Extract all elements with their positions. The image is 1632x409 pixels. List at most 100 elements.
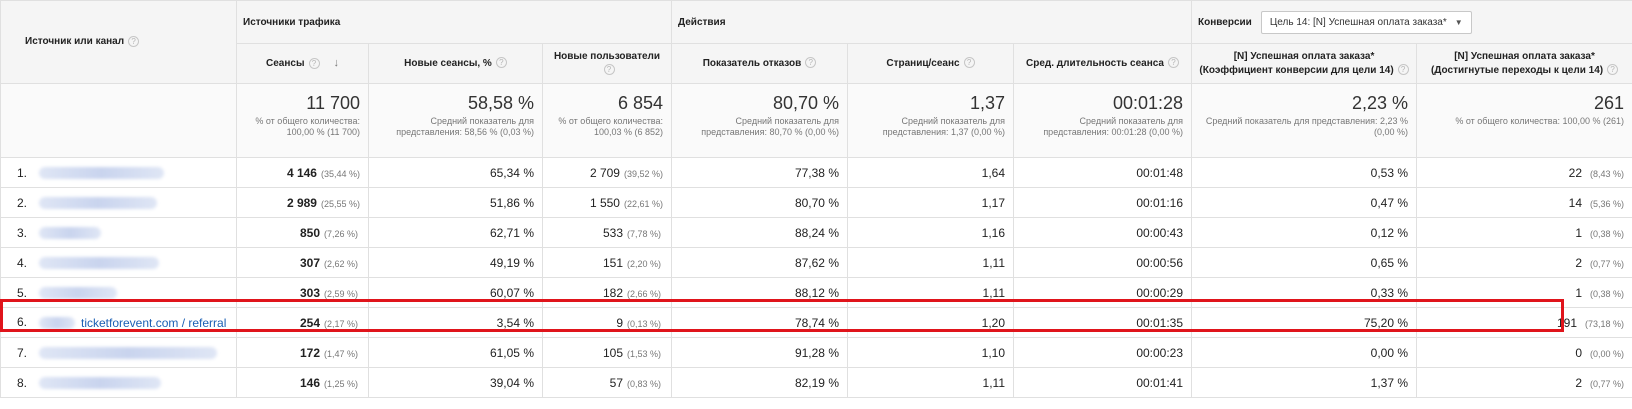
bounce-cell: 88,24 % [671, 217, 848, 248]
help-icon[interactable]: ? [963, 57, 975, 69]
duration-cell: 00:01:41 [1012, 367, 1193, 398]
sessions-cell: 303 (2,59 %) [236, 277, 369, 308]
column-header-avg-duration[interactable]: Сред. длительность сеанса? [1012, 43, 1193, 84]
table-row[interactable]: 5. 303 (2,59 %) 60,07 % 182 (2,66 %) 88,12 % 1,… [0, 277, 1632, 308]
redacted-source-link[interactable] [39, 227, 101, 240]
new-sessions-cell: 61,05 % [368, 337, 543, 368]
new-users-share: (0,83 %) [627, 378, 662, 389]
total-value: 1,37 [969, 93, 1005, 113]
goal-cell: 14 (5,36 %) [1416, 187, 1632, 218]
goal-select-dropdown[interactable]: Цель 14: [N] Успешная оплата заказа* ▼ [1260, 10, 1472, 34]
table-row[interactable]: 3. 850 (7,26 %) 62,71 % 533 (7,78 %) 88,24 % 1,… [0, 217, 1632, 248]
table-row[interactable]: 7. 172 (1,47 %) 61,05 % 105 (1,53 %) 91,28 % 1,… [0, 337, 1632, 368]
row-rank: 6. [17, 315, 28, 330]
new-users-share: (1,53 %) [627, 348, 662, 359]
help-icon[interactable]: ? [1607, 64, 1619, 76]
new-users-value: 105 [602, 345, 623, 360]
sessions-share: (2,62 %) [324, 258, 359, 269]
goal-value: 0 [1575, 345, 1583, 360]
duration-cell: 00:01:35 [1012, 307, 1193, 338]
total-sub: % от общего количества: 100,00 % (11 700… [255, 116, 360, 137]
pages-value: 1,16 [981, 225, 1005, 240]
source-cell: 6. ticketforevent.com / referral [0, 307, 237, 338]
pages-value: 1,11 [982, 255, 1005, 270]
column-header-new-users[interactable]: Новые пользователи? [542, 43, 672, 84]
new-sessions-cell: 60,07 % [368, 277, 543, 308]
duration-value: 00:00:56 [1136, 255, 1184, 270]
help-icon[interactable]: ? [603, 64, 615, 76]
sessions-cell: 254 (2,17 %) [236, 307, 369, 338]
conv-rate-value: 75,20 % [1363, 315, 1409, 330]
sessions-cell: 850 (7,26 %) [236, 217, 369, 248]
total-value: 261 [1593, 93, 1625, 113]
goal-value: 191 [1556, 315, 1577, 330]
redacted-source-link[interactable] [39, 167, 164, 180]
bounce-value: 87,62 % [794, 255, 839, 270]
duration-value: 00:00:29 [1136, 285, 1184, 300]
bounce-cell: 82,19 % [671, 367, 848, 398]
total-cell: 6 854 % от общего количества: 100,03 % (6… [542, 83, 672, 158]
table-row[interactable]: 8. 146 (1,25 %) 39,04 % 57 (0,83 %) 82,19 % 1,1… [0, 367, 1632, 398]
total-cell: 11 700 % от общего количества: 100,00 % (… [236, 83, 369, 158]
conv-rate-value: 0,53 % [1370, 165, 1409, 180]
bounce-cell: 78,74 % [671, 307, 848, 338]
column-header-goal-completions[interactable]: [N] Успешная оплата заказа* (Достигнутые… [1416, 43, 1632, 84]
help-icon[interactable]: ? [805, 57, 817, 69]
goal-value: 1 [1575, 225, 1583, 240]
table-row[interactable]: 1. 4 146 (35,44 %) 65,34 % 2 709 (39,52 %) 77,… [0, 157, 1632, 188]
column-header-bounce-rate[interactable]: Показатель отказов? [671, 43, 848, 84]
column-header-source[interactable]: Источник или канал? [0, 0, 237, 84]
total-cell: 1,37 Средний показатель для представления… [847, 83, 1014, 158]
redacted-source-link[interactable] [39, 197, 157, 210]
bounce-value: 91,28 % [794, 345, 839, 360]
total-value: 2,23 % [1351, 93, 1409, 113]
chevron-down-icon: ▼ [1454, 17, 1463, 27]
goal-cell: 2 (0,77 %) [1416, 367, 1632, 398]
bounce-value: 77,38 % [794, 165, 839, 180]
sessions-value: 4 146 [286, 165, 317, 180]
column-header-new-sessions[interactable]: Новые сеансы, %? [368, 43, 543, 84]
table-row[interactable]: 2. 2 989 (25,55 %) 51,86 % 1 550 (22,61 %) 80,… [0, 187, 1632, 218]
new-users-share: (2,20 %) [627, 258, 662, 269]
duration-value: 00:01:16 [1136, 195, 1184, 210]
conv-rate-cell: 0,53 % [1191, 157, 1418, 188]
row-rank: 3. [17, 225, 28, 240]
help-icon[interactable]: ? [495, 57, 507, 69]
redacted-source-link[interactable] [39, 287, 117, 300]
duration-cell: 00:00:29 [1012, 277, 1193, 308]
new-sessions-value: 62,71 % [489, 225, 534, 240]
goal-cell: 191 (73,18 %) [1416, 307, 1632, 338]
redacted-source-link[interactable] [39, 257, 159, 270]
sessions-share: (35,44 %) [320, 168, 360, 179]
help-icon[interactable]: ? [1168, 57, 1179, 69]
total-cell: 80,70 % Средний показатель для представле… [671, 83, 848, 158]
help-icon[interactable]: ? [308, 57, 320, 69]
table-row[interactable]: 4. 307 (2,62 %) 49,19 % 151 (2,20 %) 87,62 % 1,… [0, 247, 1632, 278]
new-users-share: (7,78 %) [627, 228, 662, 239]
source-link[interactable]: ticketforevent.com / referral [81, 315, 227, 330]
redacted-source-link[interactable] [39, 347, 217, 360]
group-label-actions: Действия [678, 17, 726, 28]
help-icon[interactable]: ? [128, 36, 140, 48]
goal-share: (8,43 %) [1590, 168, 1625, 179]
sessions-cell: 172 (1,47 %) [236, 337, 369, 368]
duration-value: 00:01:48 [1136, 165, 1184, 180]
bounce-value: 80,70 % [794, 195, 839, 210]
conv-rate-value: 1,37 % [1370, 375, 1409, 390]
column-header-conversion-rate[interactable]: [N] Успешная оплата заказа* (Коэффициент… [1191, 43, 1418, 84]
source-cell: 7. [0, 337, 237, 368]
column-header-pages-per-session[interactable]: Страниц/сеанс? [847, 43, 1014, 84]
new-users-value: 57 [609, 375, 623, 390]
sessions-share: (2,59 %) [324, 288, 359, 299]
totals-empty-cell [0, 83, 237, 158]
help-icon[interactable]: ? [1397, 64, 1409, 76]
total-sub: % от общего количества: 100,03 % (6 852) [558, 116, 663, 137]
sort-desc-icon[interactable]: ↓ [333, 57, 340, 69]
table-row[interactable]: 6. ticketforevent.com / referral 254 (2,17 … [0, 307, 1632, 338]
row-rank: 1. [17, 165, 28, 180]
column-header-sessions[interactable]: Сеансы? ↓ [236, 43, 369, 84]
new-users-share: (39,52 %) [623, 168, 663, 179]
row-rank: 2. [17, 195, 28, 210]
redacted-source-link[interactable] [39, 377, 161, 390]
new-sessions-cell: 39,04 % [368, 367, 543, 398]
